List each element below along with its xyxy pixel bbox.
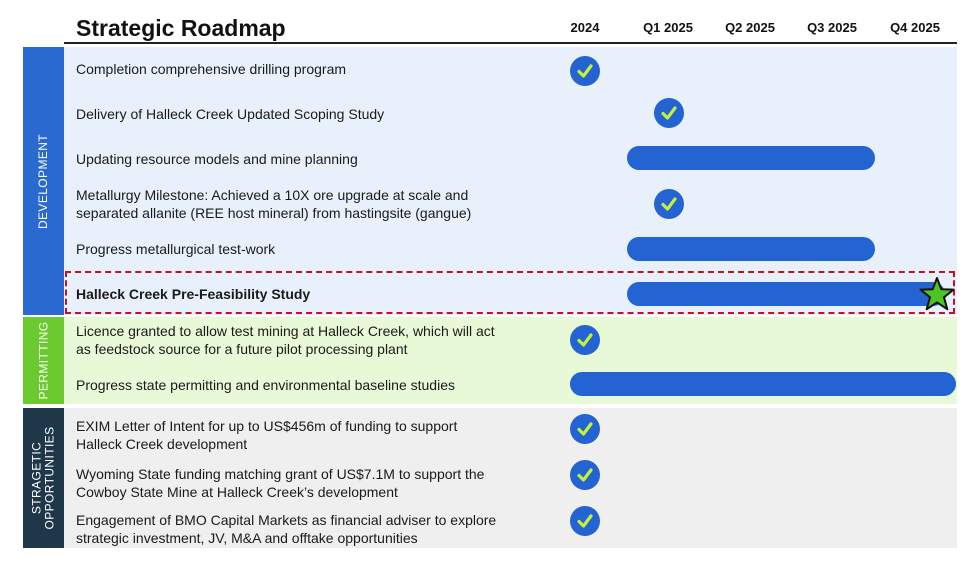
permitting-label-text: PERMITTING	[36, 321, 50, 400]
progress-bar-state-permitting	[570, 372, 956, 396]
page-title: Strategic Roadmap	[76, 15, 286, 41]
column-header-q1-2025: Q1 2025	[643, 20, 693, 35]
check-circle-icon	[570, 460, 600, 490]
task-label: EXIM Letter of Intent for up to US$456m …	[76, 417, 556, 453]
check-circle-icon	[570, 414, 600, 444]
check-circle-icon	[570, 56, 600, 86]
strategic-label-text: STRAGETIC OPPORTUNITIES	[30, 426, 57, 530]
task-label: Progress state permitting and environmen…	[76, 377, 455, 393]
star-icon	[919, 277, 955, 311]
column-header-q3-2025: Q3 2025	[807, 20, 857, 35]
pfs-highlight-box	[65, 271, 955, 314]
check-circle-icon	[570, 506, 600, 536]
column-header-q4-2025: Q4 2025	[890, 20, 940, 35]
task-label: Halleck Creek Pre-Feasibility Study	[76, 286, 311, 302]
column-header-2024: 2024	[570, 20, 600, 35]
progress-bar-metallurgical-testwork	[627, 237, 875, 261]
task-label-line: Engagement of BMO Capital Markets as fin…	[76, 512, 497, 528]
task-label: Updating resource models and mine planni…	[76, 151, 358, 167]
task-label-line: Licence granted to allow test mining at …	[76, 323, 495, 339]
task-label-line: as feedstock source for a future pilot p…	[76, 341, 408, 357]
task-label-line: Metallurgy Milestone: Achieved a 10X ore…	[76, 187, 469, 203]
task-label-line: Wyoming State funding matching grant of …	[76, 466, 485, 482]
check-circle-icon	[654, 189, 684, 219]
task-label-line: Halleck Creek development	[76, 436, 248, 452]
progress-bar-pre-feasibility-study	[627, 282, 945, 306]
strategic-section-background	[64, 408, 957, 548]
task-label: Delivery of Halleck Creek Updated Scopin…	[76, 106, 385, 122]
strategic-side-label: STRAGETIC OPPORTUNITIES	[23, 408, 64, 548]
task-label: Engagement of BMO Capital Markets as fin…	[76, 511, 556, 547]
check-circle-icon	[654, 98, 684, 128]
permitting-side-label: PERMITTING	[23, 317, 64, 404]
task-label-line: Cowboy State Mine at Halleck Creek’s dev…	[76, 484, 398, 500]
task-label: Progress metallurgical test-work	[76, 241, 276, 257]
development-label-text: DEVELOPMENT	[36, 133, 50, 229]
progress-bar-resource-models	[627, 146, 875, 170]
title-underline	[64, 42, 957, 44]
task-label: Completion comprehensive drilling progra…	[76, 61, 347, 77]
development-section-background	[64, 47, 957, 315]
task-label: Licence granted to allow test mining at …	[76, 322, 556, 358]
task-label: Wyoming State funding matching grant of …	[76, 465, 556, 501]
task-label-line: EXIM Letter of Intent for up to US$456m …	[76, 418, 458, 434]
column-header-q2-2025: Q2 2025	[725, 20, 775, 35]
task-label: Metallurgy Milestone: Achieved a 10X ore…	[76, 186, 556, 222]
task-label-line: separated allanite (REE host mineral) fr…	[76, 205, 472, 221]
check-circle-icon	[570, 325, 600, 355]
task-label-line: strategic investment, JV, M&A and offtak…	[76, 530, 418, 546]
strategic-label-line2: OPPORTUNITIES	[42, 426, 57, 530]
development-side-label: DEVELOPMENT	[23, 47, 64, 315]
